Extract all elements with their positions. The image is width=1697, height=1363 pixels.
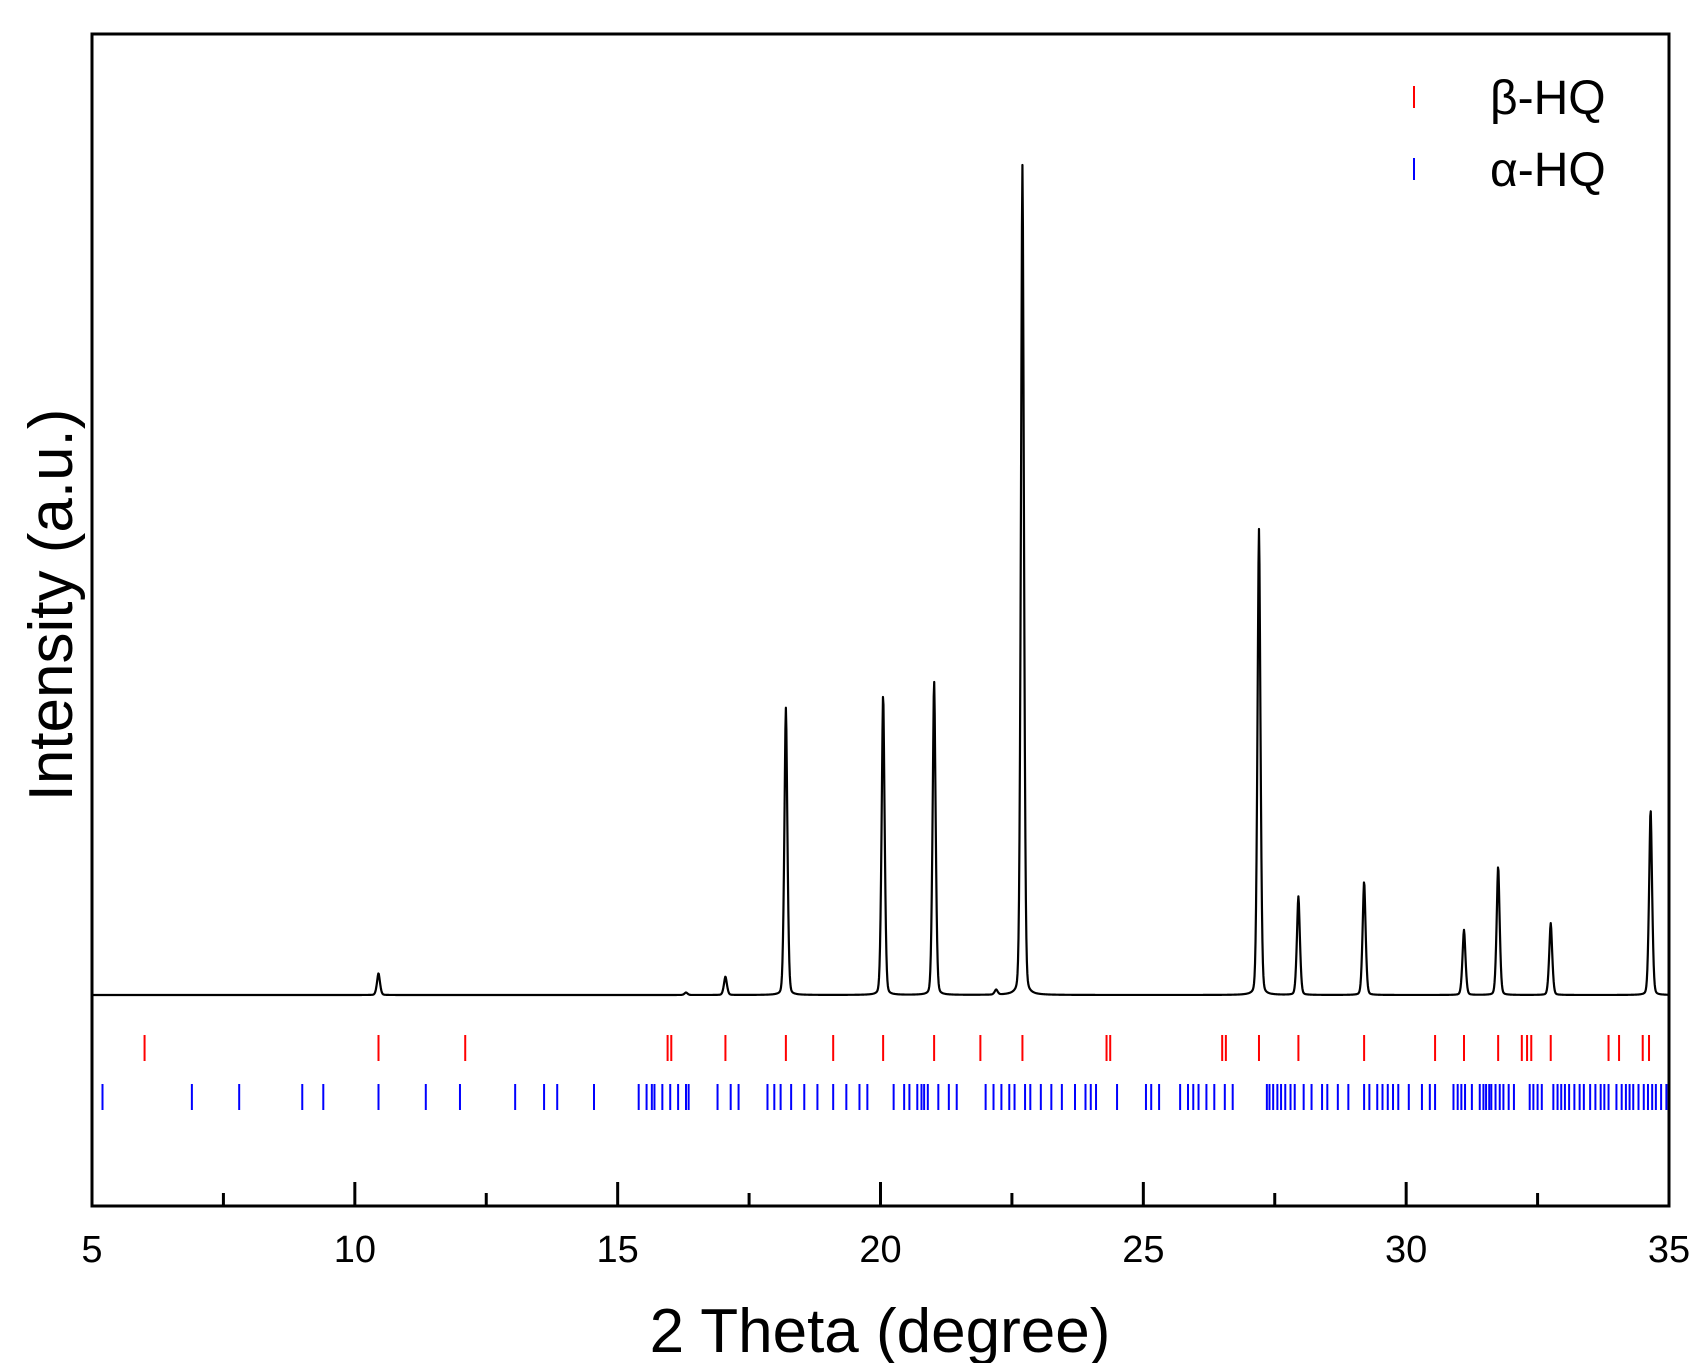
- x-tick-label-15: 15: [597, 1229, 639, 1271]
- x-axis-ticks: [90, 1182, 1671, 1206]
- plot-area: [91, 163, 1670, 1110]
- legend: β-HQ α-HQ: [1413, 72, 1606, 197]
- x-tick-label-30: 30: [1385, 1229, 1427, 1271]
- x-axis-tick-labels: 5 10 15 20 25 30 35: [81, 1229, 1690, 1271]
- legend-alpha-label: α-HQ: [1490, 144, 1606, 197]
- xrd-pattern-line: [91, 163, 1670, 997]
- x-axis-label: 2 Theta (degree): [650, 1297, 1111, 1363]
- beta-hq-reflection-ticks: [143, 1035, 1651, 1061]
- y-axis-label: Intensity (a.u.): [17, 409, 86, 802]
- x-tick-label-10: 10: [334, 1229, 376, 1271]
- alpha-hq-reflection-ticks: [101, 1084, 1668, 1110]
- x-tick-label-5: 5: [81, 1229, 102, 1271]
- x-tick-label-20: 20: [859, 1229, 901, 1271]
- x-tick-label-25: 25: [1122, 1229, 1164, 1271]
- x-tick-label-35: 35: [1648, 1229, 1690, 1271]
- plot-frame: [90, 32, 1671, 1208]
- legend-beta-label: β-HQ: [1490, 72, 1606, 125]
